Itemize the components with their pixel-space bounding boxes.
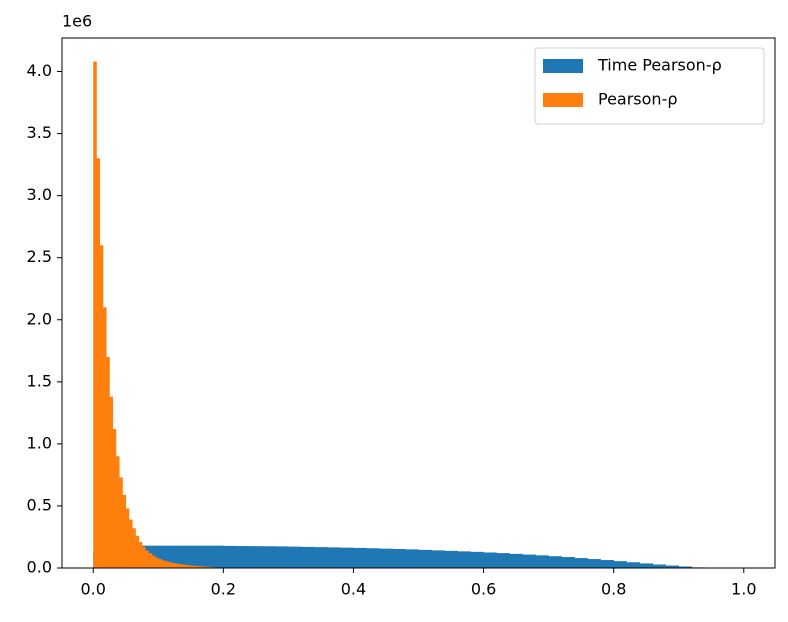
bar bbox=[471, 552, 484, 568]
bar bbox=[458, 551, 471, 568]
bar bbox=[549, 556, 562, 568]
bar bbox=[123, 495, 127, 568]
bar bbox=[523, 555, 536, 568]
y-tick-label: 3.5 bbox=[27, 123, 52, 142]
bar bbox=[353, 548, 366, 568]
bar bbox=[379, 549, 392, 568]
x-tick-label: 0.4 bbox=[341, 580, 366, 599]
y-tick-label: 3.0 bbox=[27, 185, 52, 204]
bar bbox=[575, 558, 588, 568]
bar bbox=[627, 562, 640, 568]
offset-label: 1e6 bbox=[62, 12, 92, 31]
bar bbox=[100, 245, 104, 568]
bar bbox=[168, 562, 172, 568]
bar bbox=[419, 550, 432, 568]
bar bbox=[484, 552, 497, 568]
bar bbox=[327, 547, 340, 568]
bar bbox=[139, 542, 143, 568]
bar bbox=[126, 508, 130, 568]
legend-swatch bbox=[543, 59, 583, 73]
bar bbox=[340, 548, 353, 568]
bar bbox=[109, 397, 113, 568]
bar bbox=[96, 158, 100, 568]
bar bbox=[175, 564, 179, 568]
bar bbox=[314, 547, 327, 568]
bar bbox=[275, 546, 288, 568]
legend-swatch bbox=[543, 93, 583, 107]
bar bbox=[392, 549, 405, 568]
bar bbox=[614, 561, 627, 568]
bar bbox=[145, 551, 149, 568]
bar bbox=[171, 563, 175, 568]
bar bbox=[288, 547, 301, 568]
bar bbox=[197, 546, 210, 568]
bar bbox=[262, 546, 275, 568]
bar bbox=[162, 560, 166, 568]
x-tick-label: 0.8 bbox=[601, 580, 626, 599]
bar bbox=[184, 546, 197, 568]
legend-label: Time Pearson-ρ bbox=[597, 56, 722, 75]
bar bbox=[93, 62, 97, 568]
x-tick-label: 0.6 bbox=[471, 580, 496, 599]
bar bbox=[536, 555, 549, 568]
bar bbox=[106, 357, 110, 568]
y-tick-label: 4.0 bbox=[27, 61, 52, 80]
bar bbox=[136, 536, 140, 568]
bar bbox=[142, 547, 146, 568]
bar bbox=[103, 307, 107, 568]
bar bbox=[653, 565, 666, 568]
bar bbox=[236, 546, 249, 568]
bar bbox=[301, 547, 314, 568]
x-tick-label: 0.0 bbox=[80, 580, 105, 599]
bar bbox=[181, 565, 185, 568]
bar bbox=[178, 564, 182, 568]
bar bbox=[562, 557, 575, 568]
x-tick-label: 1.0 bbox=[731, 580, 756, 599]
bar bbox=[432, 550, 445, 568]
y-tick-label: 0.5 bbox=[27, 495, 52, 514]
bar bbox=[588, 559, 601, 568]
y-tick-label: 0.0 bbox=[27, 558, 52, 577]
bar bbox=[116, 456, 120, 568]
bar bbox=[149, 553, 153, 568]
bar bbox=[223, 546, 236, 568]
bar bbox=[129, 520, 133, 568]
bar bbox=[155, 557, 159, 568]
bar bbox=[119, 477, 123, 568]
bar bbox=[510, 554, 523, 568]
y-tick-label: 1.0 bbox=[27, 433, 52, 452]
bar bbox=[640, 563, 653, 568]
bar bbox=[249, 546, 262, 568]
bar bbox=[210, 546, 223, 568]
bar bbox=[158, 559, 162, 568]
x-tick-label: 0.2 bbox=[211, 580, 236, 599]
y-tick-label: 1.5 bbox=[27, 371, 52, 390]
bar bbox=[445, 551, 458, 568]
bar bbox=[497, 553, 510, 568]
bar bbox=[601, 560, 614, 568]
y-tick-label: 2.0 bbox=[27, 309, 52, 328]
legend-label: Pearson-ρ bbox=[598, 90, 678, 109]
bar bbox=[113, 429, 117, 568]
bar bbox=[132, 528, 136, 568]
bar bbox=[152, 556, 156, 568]
y-tick-label: 2.5 bbox=[27, 247, 52, 266]
bar bbox=[366, 548, 379, 568]
bar bbox=[405, 549, 418, 568]
bar bbox=[165, 561, 169, 568]
